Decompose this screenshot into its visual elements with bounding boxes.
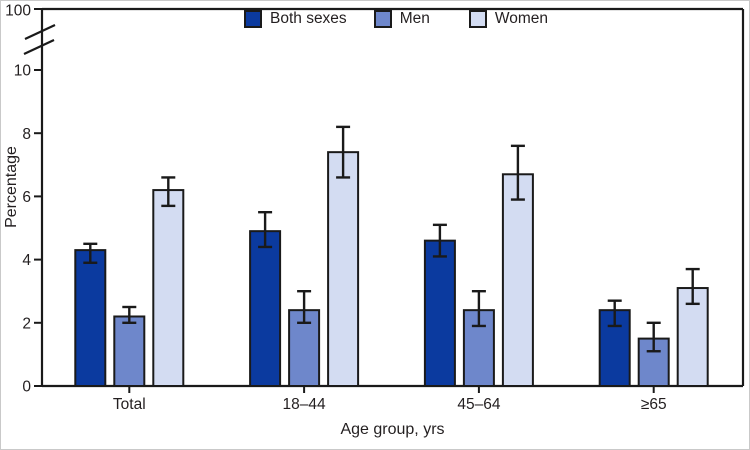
legend-item: Men	[373, 10, 430, 28]
legend: Both sexes Men Women	[244, 10, 548, 28]
legend-label: Men	[399, 10, 430, 28]
category-label: 18–44	[283, 396, 326, 413]
legend-swatch-icon	[468, 10, 487, 28]
legend-label: Women	[494, 10, 548, 28]
bar	[152, 189, 185, 387]
legend-swatch-icon	[373, 10, 392, 28]
bar	[501, 173, 534, 387]
y-tick-label: 2	[22, 315, 31, 332]
legend-label: Both sexes	[270, 10, 347, 28]
y-tick-label: 6	[22, 189, 31, 206]
category-label: Total	[113, 396, 146, 413]
y-tick-label: 0	[22, 379, 31, 396]
y-tick-label-upper: 100	[5, 3, 31, 20]
y-tick-label: 4	[22, 252, 31, 269]
category-label: 45–64	[457, 396, 500, 413]
bar	[423, 239, 456, 387]
legend-item: Both sexes	[244, 10, 347, 28]
bar	[113, 315, 146, 388]
legend-swatch-icon	[244, 10, 262, 28]
axis-break-icon	[23, 39, 55, 55]
bar	[74, 249, 107, 387]
legend-item: Women	[468, 10, 548, 28]
y-tick-label: 8	[22, 126, 31, 143]
bar	[327, 151, 360, 387]
x-axis-title: Age group, yrs	[340, 421, 445, 438]
axis-break-icon	[24, 24, 56, 40]
category-label: ≥65	[641, 396, 667, 413]
bar	[249, 230, 282, 387]
y-tick-label: 10	[14, 63, 32, 80]
